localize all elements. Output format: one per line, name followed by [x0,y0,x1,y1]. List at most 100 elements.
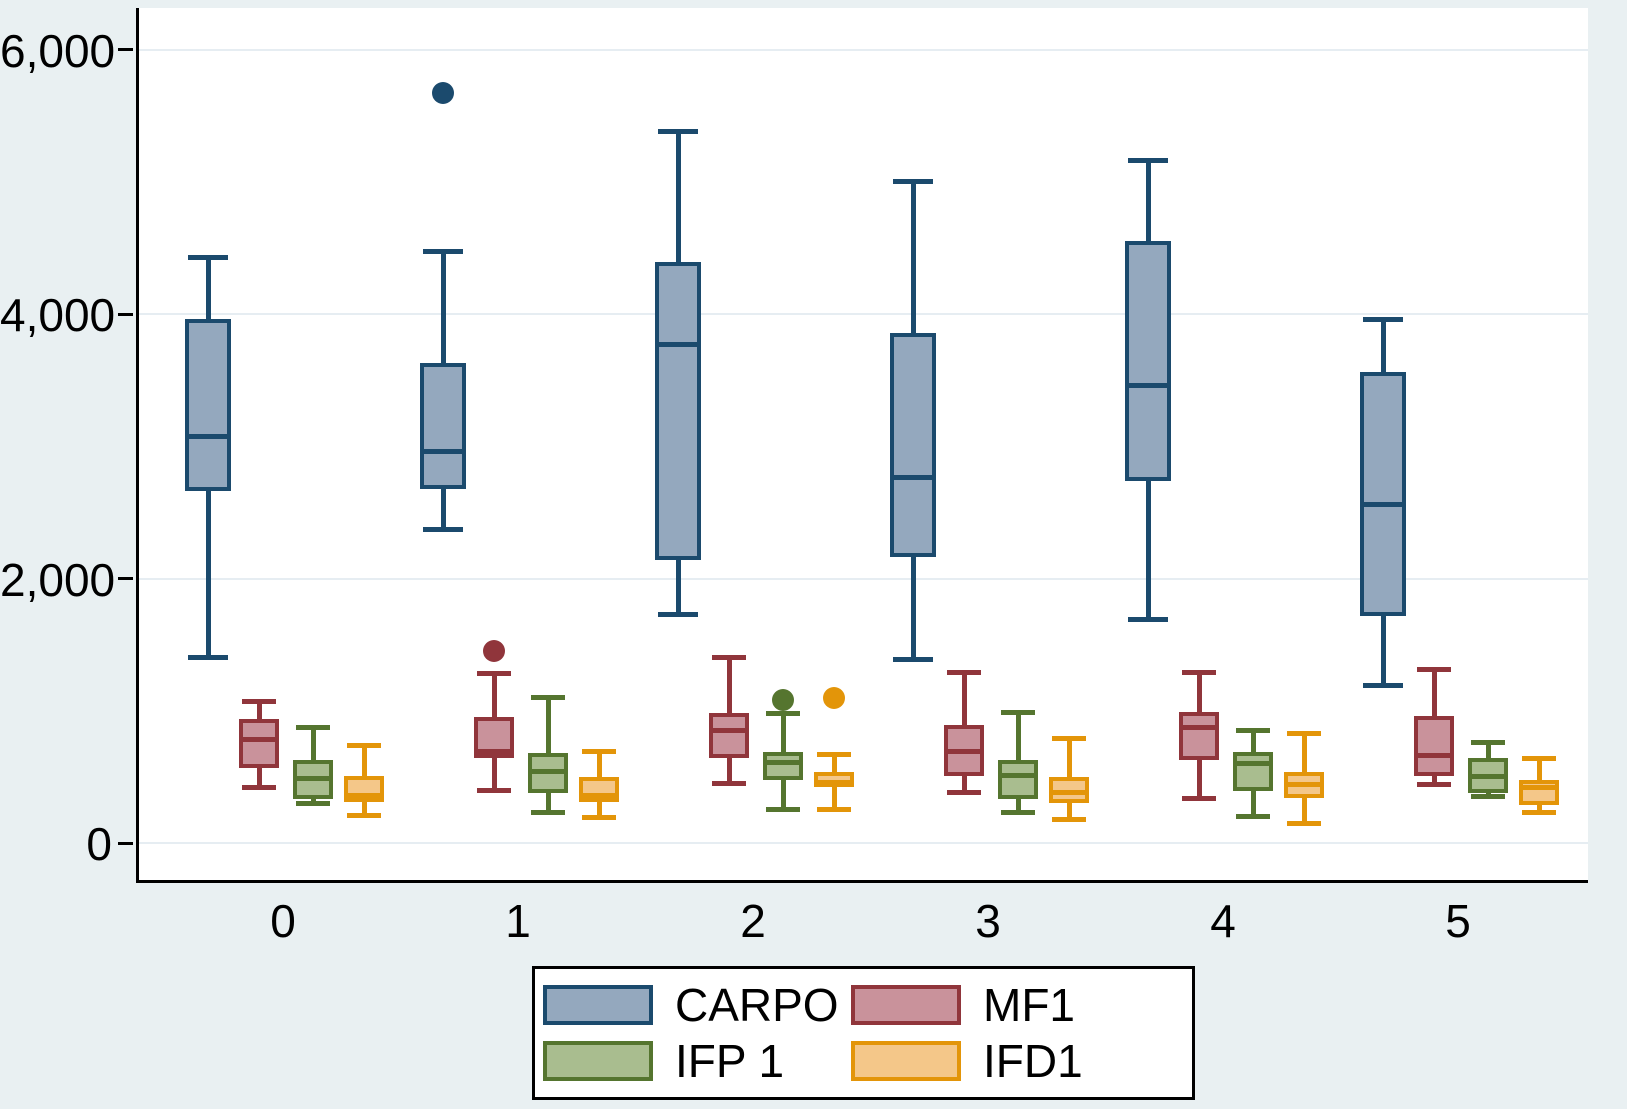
y-axis-tick [118,841,133,845]
whisker-cap [1052,816,1086,822]
box [420,362,466,489]
x-axis-tick-label: 1 [505,895,531,947]
legend-swatch-mf1 [851,985,961,1025]
median-line [1416,753,1452,759]
whisker-cap [188,655,228,661]
legend-item: CARPO [543,982,851,1028]
whisker-cap [1417,782,1451,788]
whisker-cap [1236,728,1270,734]
whisker-cap [423,527,463,533]
y-gridline [139,842,1588,844]
whisker-cap [1287,820,1321,826]
box [1414,716,1454,776]
whisker-cap [893,656,933,662]
median-line [422,449,464,455]
median-line [241,737,277,743]
whisker-cap [817,751,851,757]
whisker-cap [766,710,800,716]
box [1360,372,1406,616]
whisker-cap [1287,730,1321,736]
y-axis-tick-label: 4,000 [0,289,116,341]
legend-swatch-carpo [543,985,653,1025]
box [579,776,619,802]
legend-label: IFP 1 [675,1035,785,1087]
legend-label: IFD1 [983,1035,1083,1087]
median-line [946,749,982,755]
legend-label: MF1 [983,979,1075,1031]
whisker-cap [1471,794,1505,800]
whisker-cap [242,698,276,704]
whisker-cap [296,725,330,731]
y-axis-tick-label: 2,000 [0,553,116,606]
whisker-cap [712,655,746,661]
median-line [1127,382,1169,388]
plot-area [136,8,1588,883]
outlier-marker [823,686,845,709]
y-axis-tick [118,577,133,580]
whisker-cap [712,780,746,786]
whisker-cap [1363,683,1403,689]
median-line [1362,501,1404,507]
median-line [765,759,801,765]
median-line [1470,774,1506,780]
median-line [1000,773,1036,779]
whisker-cap [477,671,511,677]
box [890,332,936,558]
whisker-cap [188,254,228,260]
box [763,751,803,780]
box [998,759,1038,800]
outlier-marker [483,640,505,663]
x-axis-tick-label: 2 [740,895,766,947]
median-line [711,728,747,734]
median-line [1051,790,1087,796]
whisker-cap [893,179,933,185]
box [344,775,384,802]
box [1049,776,1089,804]
median-line [476,749,512,755]
median-line [816,780,852,786]
box [239,718,279,768]
whisker-cap [477,787,511,793]
whisker-cap [531,810,565,816]
median-line [657,341,699,347]
box [185,319,231,492]
whisker-cap [1236,814,1270,820]
whisker-cap [817,807,851,813]
whisker-cap [296,800,330,806]
box [1519,779,1559,805]
legend-swatch-ifd1 [851,1041,961,1081]
legend: CARPO MF1 IFP 1 IFD1 [532,966,1195,1100]
median-line [1521,784,1557,790]
whisker-cap [582,749,616,755]
x-axis-tick-label: 4 [1210,895,1236,947]
whisker-cap [347,742,381,748]
whisker-cap [1417,667,1451,673]
x-axis-tick-label: 5 [1445,895,1471,947]
y-axis-tick [118,48,133,51]
y-axis-tick [118,312,133,316]
legend-label: CARPO [675,979,839,1031]
whisker-cap [1471,739,1505,745]
median-line [346,792,382,798]
median-line [187,434,229,440]
median-line [1181,725,1217,731]
whisker-cap [242,784,276,790]
outlier-marker [432,82,454,105]
x-axis-tick-label: 0 [270,895,296,947]
legend-item: IFD1 [851,1038,1182,1084]
whisker-cap [1128,616,1168,622]
legend-item: MF1 [851,982,1182,1028]
whisker-cap [1522,810,1556,816]
median-line [892,475,934,481]
x-axis-tick-label: 3 [975,895,1001,947]
median-line [530,769,566,775]
whisker-cap [347,812,381,818]
box [709,713,749,759]
whisker-cap [582,815,616,821]
legend-item: IFP 1 [543,1038,851,1084]
y-gridline [139,313,1588,315]
whisker-cap [1363,316,1403,322]
whisker-cap [1182,669,1216,675]
whisker-cap [1001,709,1035,715]
